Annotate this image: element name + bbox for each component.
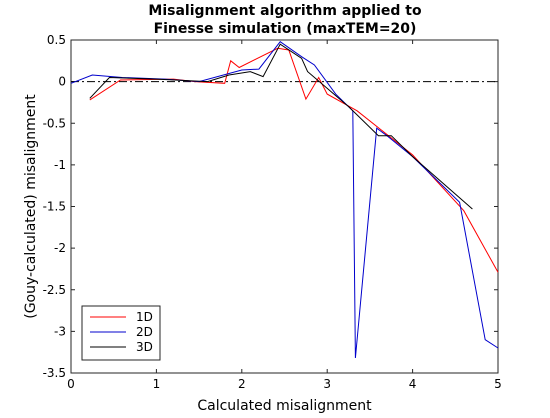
y-tick-label: -1 <box>54 158 66 172</box>
y-tick-label: -2.5 <box>43 283 66 297</box>
x-tick-label: 5 <box>494 377 502 391</box>
chart-title-line-1: Misalignment algorithm applied to <box>148 3 422 19</box>
y-tick-label: -0.5 <box>43 116 66 130</box>
x-tick-label: 2 <box>238 377 246 391</box>
x-tick-label: 4 <box>409 377 417 391</box>
series-group <box>70 41 499 359</box>
legend-box <box>81 305 161 361</box>
chart-title-line-2: Finesse simulation (maxTEM=20) <box>154 21 417 37</box>
series-line-3d <box>89 43 473 210</box>
axis-ticks: 0 1 2 3 4 5 0.5 0 -0.5 -1 -1.5 -2 -2.5 -3 -3.5 <box>43 33 502 391</box>
y-tick-label: -3.5 <box>43 366 66 380</box>
x-tick-label: 0 <box>67 377 75 391</box>
y-tick-label: 0.5 <box>47 33 66 47</box>
legend-label-2d: 2D <box>136 325 153 339</box>
y-tick-label: -3 <box>54 324 66 338</box>
y-tick-label: 0 <box>58 75 66 89</box>
y-tick-label: -2 <box>54 241 66 255</box>
y-tick-label: -1.5 <box>43 200 66 214</box>
y-axis-label: (Gouy-calculated) misalignment <box>23 94 39 319</box>
legend-label-1d: 1D <box>136 310 153 324</box>
x-tick-label: 1 <box>153 377 161 391</box>
x-tick-label: 3 <box>323 377 331 391</box>
legend-label-3d: 3D <box>136 340 153 354</box>
x-axis-label: Calculated misalignment <box>197 398 372 414</box>
